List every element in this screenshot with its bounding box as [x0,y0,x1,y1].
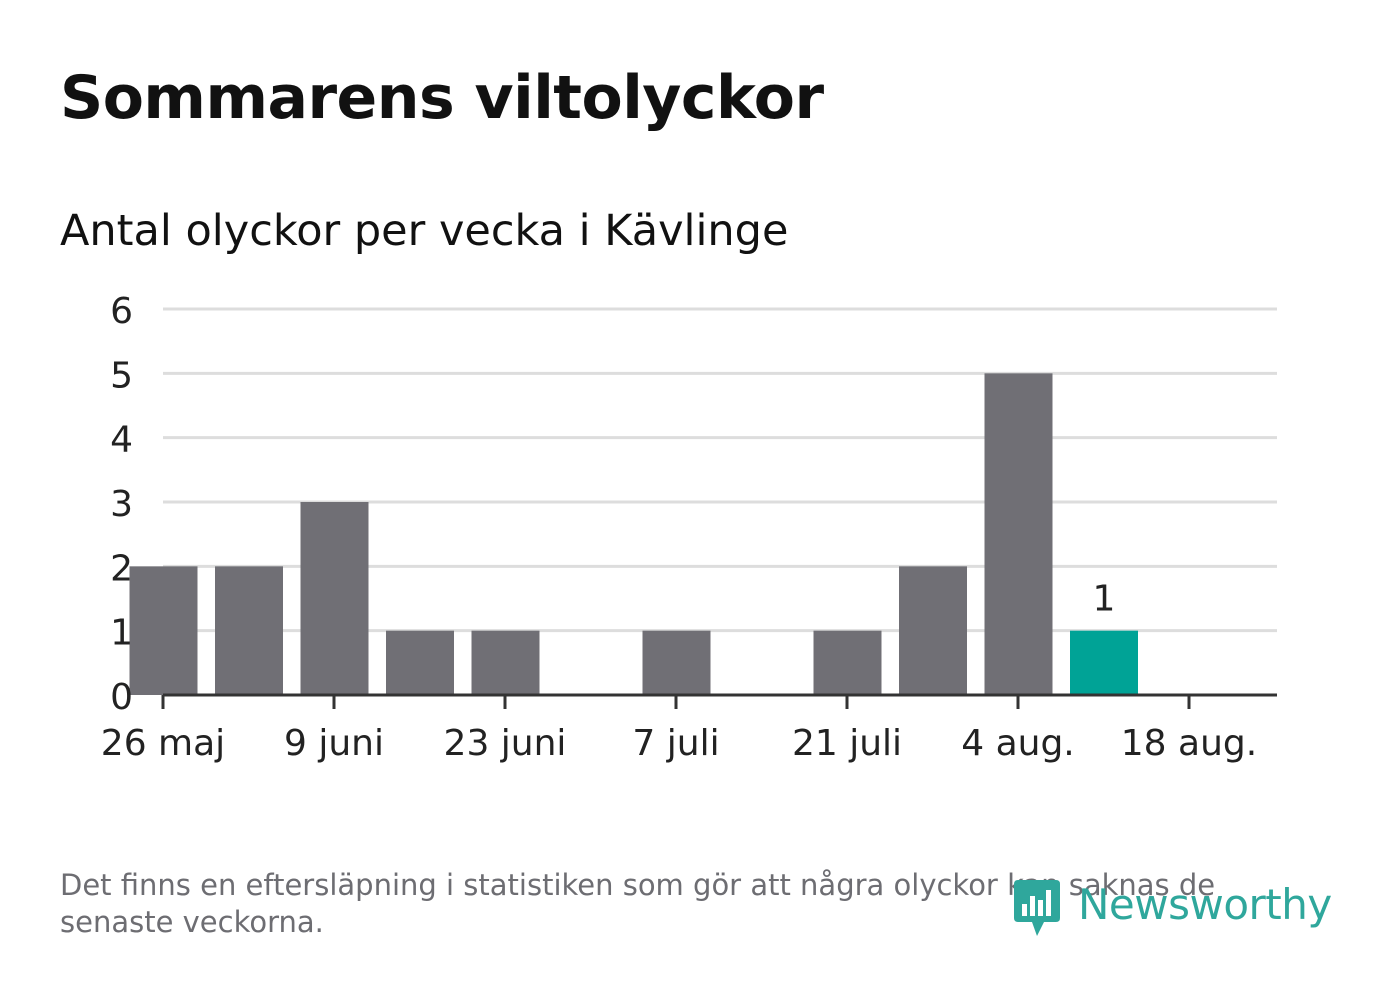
bar [899,566,967,695]
x-tick-label: 26 maj [101,723,225,764]
x-tick-label: 9 juni [284,723,384,764]
newsworthy-logo-icon [1014,880,1060,936]
y-tick-label: 5 [110,355,133,396]
bar [300,502,369,695]
chart-subtitle: Antal olyckor per vecka i Kävlinge [60,206,789,256]
data-label: 1 [1093,579,1116,620]
bar [386,630,454,695]
bars [129,373,1138,695]
labels: 0 1 2 3 4 5 6 1 26 maj 9 juni 23 juni 7 juli 21 juli… [101,291,1257,764]
bar [642,630,711,695]
bar [1070,630,1138,695]
x-tick-label: 18 aug. [1121,723,1257,764]
brand-logo: Newsworthy [1010,874,1340,944]
bar [813,630,882,695]
chart-title: Sommarens viltolyckor [60,63,824,133]
x-tick-label: 4 aug. [961,723,1075,764]
y-tick-label: 4 [110,420,133,461]
bar [215,566,283,695]
bar [984,373,1053,695]
y-tick-label: 6 [110,291,133,332]
x-tick-label: 23 juni [444,723,567,764]
y-tick-label: 1 [110,613,133,654]
axes [161,693,1277,709]
y-tick-label: 0 [110,677,133,718]
brand-name: Newsworthy [1078,880,1332,929]
x-tick-label: 7 juli [632,723,719,764]
bar [129,566,198,695]
y-tick-label: 3 [110,484,133,525]
y-tick-label: 2 [110,548,133,589]
bar-chart: 0 1 2 3 4 5 6 1 26 maj 9 juni 23 juni 7 juli 21 juli… [101,291,1277,764]
bar [471,630,540,695]
x-tick-label: 21 juli [792,723,902,764]
